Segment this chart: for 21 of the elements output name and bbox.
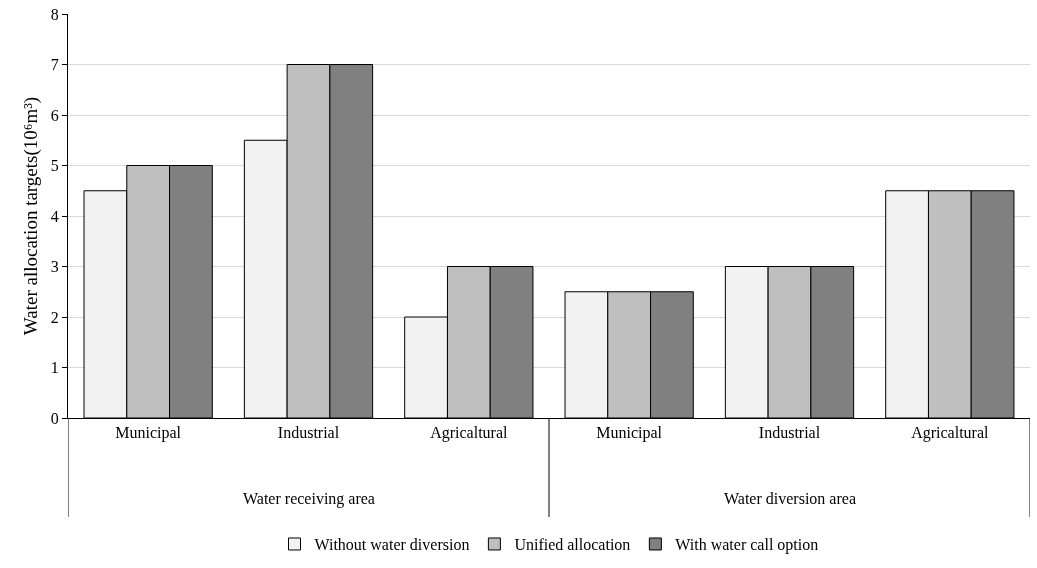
y-tick-label: 0 xyxy=(50,409,59,427)
y-tick-label: 6 xyxy=(50,106,59,124)
x-tick-label: Agricaltural xyxy=(911,424,990,443)
x-tick-label: Municipal xyxy=(596,424,663,443)
x-tick-label: Industrial xyxy=(758,424,821,442)
y-tick-label: 8 xyxy=(50,5,59,23)
text: Water receiving area xyxy=(243,490,375,508)
y-axis-title: Water allocation targets(10⁶m³) xyxy=(19,96,42,336)
x-tick-label: Municipal xyxy=(115,424,182,443)
legend-label: With water call option xyxy=(675,536,819,555)
y-tick-label: 4 xyxy=(50,207,59,225)
y-tick-label: 1 xyxy=(50,359,59,377)
y-tick-label: 2 xyxy=(50,308,59,326)
text: Water diversion area xyxy=(724,490,856,507)
legend-label: Without water diversion xyxy=(314,536,470,554)
x-tick-label: Industrial xyxy=(277,424,340,442)
y-tick-label: 3 xyxy=(50,258,59,276)
y-tick-label: 5 xyxy=(50,157,59,175)
legend-label: Unified allocation xyxy=(514,536,631,554)
x-tick-label: Agricaltural xyxy=(430,424,509,443)
y-tick-label: 7 xyxy=(50,56,59,74)
